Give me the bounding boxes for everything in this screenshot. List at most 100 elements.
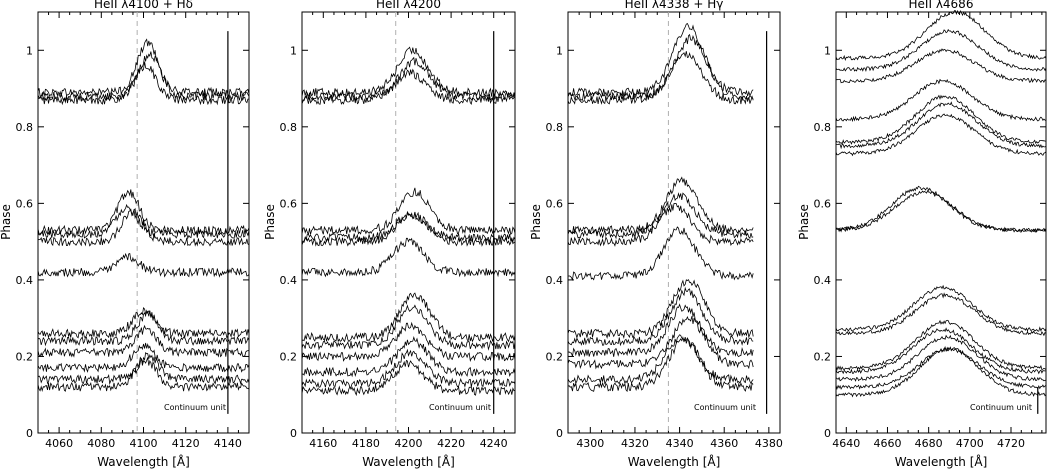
panel-2-spectrum-11 [301,348,516,388]
panel-4-spectrum-11 [835,319,1047,372]
panel-2-spectrum-1 [301,56,516,102]
panel-4-y-axis-label: Phase [797,204,811,240]
panel-3-xtick-label-2: 4340 [666,437,694,450]
panel-3-ytick-label-5: 1 [556,44,563,57]
panel-4-ytick-label-4: 0.8 [814,121,832,134]
panel-4-frame [835,11,1047,434]
panel-2-spectrum-10 [301,336,516,378]
panel-3-spectrum-9 [567,303,754,358]
panel-1-spectrum-0 [37,38,250,98]
panel-2: HeII λ4200 Phase Wavelength [Å] Continuu… [263,0,516,469]
panel-3-xtick-label-0: 4300 [576,437,604,450]
panel-4-xtick-label-0: 4640 [832,437,860,450]
panel-1-spectrum-12 [37,357,250,392]
panel-1-ytick-label-0: 0 [26,427,33,440]
panel-1-ticks: 0 0.2 0.4 0.6 0.8 1 4060 4080 4100 4120 4140 [16,12,250,450]
panel-2-y-axis-label: Phase [263,204,277,240]
panel-3-spectrum-4 [567,192,754,240]
panel-2-continuum-note: Continuum unit [429,403,491,412]
panel-3: HeII λ4338 + Hγ Phase Wavelength [Å] Con… [529,0,783,469]
panel-4-ticks: 0 0.2 0.4 0.6 0.8 1 4640 4660 4680 4700 4720 [814,12,1046,450]
panel-1-xtick-label-0: 4060 [45,437,73,450]
panel-4-spectrum-12 [835,327,1047,375]
panel-1-spectrum-7 [37,307,250,340]
panel-4-xtick-label-2: 4680 [915,437,943,450]
panel-4-ytick-label-2: 0.4 [814,274,832,287]
panel-2-ytick-label-2: 0.4 [280,274,298,287]
panel-1-y-axis-label: Phase [0,204,13,240]
panel-1-spectrum-6 [37,252,250,278]
panel-2-spectrum-6 [301,237,516,278]
panel-3-spectrum-5 [567,202,754,247]
panel-2-spectrum-5 [301,211,516,247]
panel-3-plot [567,12,768,433]
panel-3-spectrum-11 [567,334,754,385]
panel-4-spectrum-5 [836,101,1047,150]
panel-2-ytick-label-0: 0 [290,427,297,440]
panel-2-spectrum-7 [301,292,516,343]
panel-4-spectrum-6 [835,113,1047,157]
panel-3-spectrum-10 [567,315,754,370]
panel-2-spectrum-9 [301,321,516,362]
panel-4-spectrum-2 [835,48,1047,84]
panel-4-spectrum-7 [835,185,1047,233]
panel-2-title: HeII λ4200 [376,0,441,11]
panel-4-spectrum-14 [835,345,1047,390]
panel-3-x-axis-label: Wavelength [Å] [628,454,721,469]
panel-4-spectrum-3 [835,78,1047,123]
panel-3-spectrum-3 [567,176,754,236]
panel-1-ytick-label-2: 0.4 [16,274,34,287]
panel-4-xtick-label-4: 4720 [997,437,1025,450]
panel-2-spectrum-4 [301,210,516,244]
panel-2-ytick-label-1: 0.2 [280,350,298,363]
panel-2-spectrum-2 [301,68,516,105]
panel-4-plot [835,9,1047,414]
panel-3-spectrum-2 [567,51,754,105]
panel-2-spectrum-3 [301,187,516,236]
panel-4-ytick-label-5: 1 [824,44,831,57]
panel-1-x-axis-label: Wavelength [Å] [97,454,190,469]
panel-1-spectrum-1 [37,51,250,102]
panel-4-ytick-label-0: 0 [824,427,831,440]
panel-1-ytick-label-1: 0.2 [16,350,34,363]
panel-4-spectrum-9 [835,284,1047,332]
panel-4-ytick-label-1: 0.2 [814,350,832,363]
panel-2-xtick-label-3: 4220 [437,437,465,450]
panel-3-spectrum-7 [567,279,754,340]
panel-1-xtick-label-4: 4140 [214,437,242,450]
panel-3-xtick-label-4: 4380 [755,437,783,450]
panel-4-continuum-note: Continuum unit [970,403,1032,412]
panel-4-spectrum-15 [835,346,1047,398]
panel-4-spectrum-4 [835,94,1046,145]
panel-4-spectrum-1 [835,28,1047,72]
panel-3-ticks: 0 0.2 0.4 0.6 0.8 1 4300 4320 4340 4360 4380 [546,12,783,450]
panel-2-xtick-label-2: 4200 [395,437,423,450]
panel-3-continuum-note: Continuum unit [694,403,756,412]
panel-4-spectrum-0 [835,9,1047,62]
panel-1-title: HeII λ4100 + Hδ [94,0,193,11]
panel-2-xtick-label-4: 4240 [480,437,508,450]
panel-2-plot [301,12,516,433]
panel-2-x-axis-label: Wavelength [Å] [362,454,455,469]
panel-1-spectrum-4 [37,203,250,240]
panel-1-spectrum-9 [37,324,250,358]
panel-1-spectrum-10 [37,342,250,373]
panel-4-x-axis-label: Wavelength [Å] [895,454,988,469]
panel-3-spectrum-6 [567,226,754,281]
panel-1-ytick-label-4: 0.8 [16,121,34,134]
panel-3-ytick-label-2: 0.4 [546,274,564,287]
panel-4-spectrum-10 [835,292,1047,337]
panel-4-spectrum-13 [835,334,1047,382]
panel-1-spectrum-8 [37,309,250,347]
panel-3-xtick-label-3: 4360 [710,437,738,450]
panel-1-xtick-label-2: 4100 [130,437,158,450]
panel-1-continuum-note: Continuum unit [164,403,226,412]
panel-3-ytick-label-3: 0.6 [546,197,564,210]
panel-2-ticks: 0 0.2 0.4 0.6 0.8 1 4160 4180 4200 4220 4240 [280,12,516,450]
panel-3-xtick-label-1: 4320 [621,437,649,450]
panel-3-frame [567,11,781,434]
panel-1-ytick-label-3: 0.6 [16,197,34,210]
panel-2-spectrum-0 [301,46,516,98]
panel-1-xtick-label-1: 4080 [87,437,115,450]
panel-2-ytick-label-3: 0.6 [280,197,298,210]
